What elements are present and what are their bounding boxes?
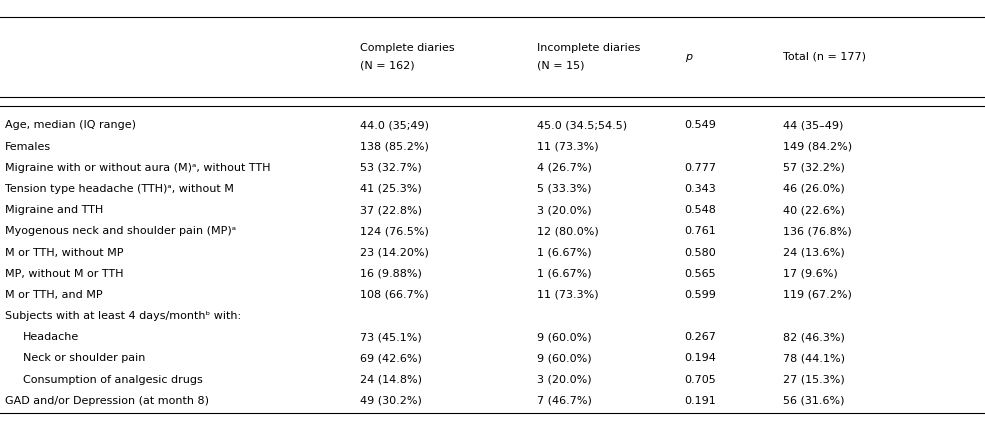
Text: MP, without M or TTH: MP, without M or TTH (5, 269, 123, 279)
Text: Neck or shoulder pain: Neck or shoulder pain (23, 354, 145, 363)
Text: 49 (30.2%): 49 (30.2%) (360, 396, 422, 406)
Text: 0.565: 0.565 (685, 269, 716, 279)
Text: Headache: Headache (23, 332, 79, 342)
Text: 27 (15.3%): 27 (15.3%) (783, 375, 845, 385)
Text: 0.761: 0.761 (685, 226, 716, 236)
Text: 149 (84.2%): 149 (84.2%) (783, 141, 852, 151)
Text: 45.0 (34.5;54.5): 45.0 (34.5;54.5) (537, 120, 626, 130)
Text: 0.343: 0.343 (685, 184, 716, 194)
Text: (N = 162): (N = 162) (360, 61, 414, 71)
Text: Age, median (IQ range): Age, median (IQ range) (5, 120, 136, 130)
Text: 16 (9.88%): 16 (9.88%) (360, 269, 422, 279)
Text: 37 (22.8%): 37 (22.8%) (360, 205, 422, 215)
Text: 119 (67.2%): 119 (67.2%) (783, 290, 852, 300)
Text: 136 (76.8%): 136 (76.8%) (783, 226, 852, 236)
Text: Migraine and TTH: Migraine and TTH (5, 205, 103, 215)
Text: 41 (25.3%): 41 (25.3%) (360, 184, 422, 194)
Text: Females: Females (5, 141, 51, 151)
Text: 1 (6.67%): 1 (6.67%) (537, 248, 591, 257)
Text: Myogenous neck and shoulder pain (MP)ᵃ: Myogenous neck and shoulder pain (MP)ᵃ (5, 226, 236, 236)
Text: 7 (46.7%): 7 (46.7%) (537, 396, 592, 406)
Text: 17 (9.6%): 17 (9.6%) (783, 269, 838, 279)
Text: 5 (33.3%): 5 (33.3%) (537, 184, 591, 194)
Text: p: p (685, 52, 691, 62)
Text: GAD and/or Depression (at month 8): GAD and/or Depression (at month 8) (5, 396, 209, 406)
Text: 124 (76.5%): 124 (76.5%) (360, 226, 428, 236)
Text: M or TTH, and MP: M or TTH, and MP (5, 290, 102, 300)
Text: Tension type headache (TTH)ᵃ, without M: Tension type headache (TTH)ᵃ, without M (5, 184, 233, 194)
Text: Incomplete diaries: Incomplete diaries (537, 43, 640, 53)
Text: 23 (14.20%): 23 (14.20%) (360, 248, 428, 257)
Text: 24 (13.6%): 24 (13.6%) (783, 248, 845, 257)
Text: 11 (73.3%): 11 (73.3%) (537, 141, 599, 151)
Text: 57 (32.2%): 57 (32.2%) (783, 163, 845, 173)
Text: 46 (26.0%): 46 (26.0%) (783, 184, 845, 194)
Text: Migraine with or without aura (M)ᵃ, without TTH: Migraine with or without aura (M)ᵃ, with… (5, 163, 271, 173)
Text: 108 (66.7%): 108 (66.7%) (360, 290, 428, 300)
Text: Total (n = 177): Total (n = 177) (783, 52, 866, 62)
Text: M or TTH, without MP: M or TTH, without MP (5, 248, 123, 257)
Text: 0.705: 0.705 (685, 375, 716, 385)
Text: 4 (26.7%): 4 (26.7%) (537, 163, 592, 173)
Text: 0.191: 0.191 (685, 396, 716, 406)
Text: 9 (60.0%): 9 (60.0%) (537, 332, 591, 342)
Text: 0.580: 0.580 (685, 248, 716, 257)
Text: Complete diaries: Complete diaries (360, 43, 454, 53)
Text: 9 (60.0%): 9 (60.0%) (537, 354, 591, 363)
Text: (N = 15): (N = 15) (537, 61, 584, 71)
Text: 40 (22.6%): 40 (22.6%) (783, 205, 845, 215)
Text: 0.548: 0.548 (685, 205, 716, 215)
Text: 44.0 (35;49): 44.0 (35;49) (360, 120, 428, 130)
Text: 53 (32.7%): 53 (32.7%) (360, 163, 422, 173)
Text: Consumption of analgesic drugs: Consumption of analgesic drugs (23, 375, 202, 385)
Text: 12 (80.0%): 12 (80.0%) (537, 226, 599, 236)
Text: 24 (14.8%): 24 (14.8%) (360, 375, 422, 385)
Text: 3 (20.0%): 3 (20.0%) (537, 205, 591, 215)
Text: 3 (20.0%): 3 (20.0%) (537, 375, 591, 385)
Text: 0.599: 0.599 (685, 290, 716, 300)
Text: 0.267: 0.267 (685, 332, 716, 342)
Text: 138 (85.2%): 138 (85.2%) (360, 141, 428, 151)
Text: 82 (46.3%): 82 (46.3%) (783, 332, 845, 342)
Text: 0.777: 0.777 (685, 163, 716, 173)
Text: 69 (42.6%): 69 (42.6%) (360, 354, 422, 363)
Text: 78 (44.1%): 78 (44.1%) (783, 354, 845, 363)
Text: 0.549: 0.549 (685, 120, 716, 130)
Text: 44 (35–49): 44 (35–49) (783, 120, 843, 130)
Text: 1 (6.67%): 1 (6.67%) (537, 269, 591, 279)
Text: 11 (73.3%): 11 (73.3%) (537, 290, 599, 300)
Text: 0.194: 0.194 (685, 354, 716, 363)
Text: Subjects with at least 4 days/monthᵇ with:: Subjects with at least 4 days/monthᵇ wit… (5, 311, 241, 321)
Text: 56 (31.6%): 56 (31.6%) (783, 396, 844, 406)
Text: 73 (45.1%): 73 (45.1%) (360, 332, 422, 342)
